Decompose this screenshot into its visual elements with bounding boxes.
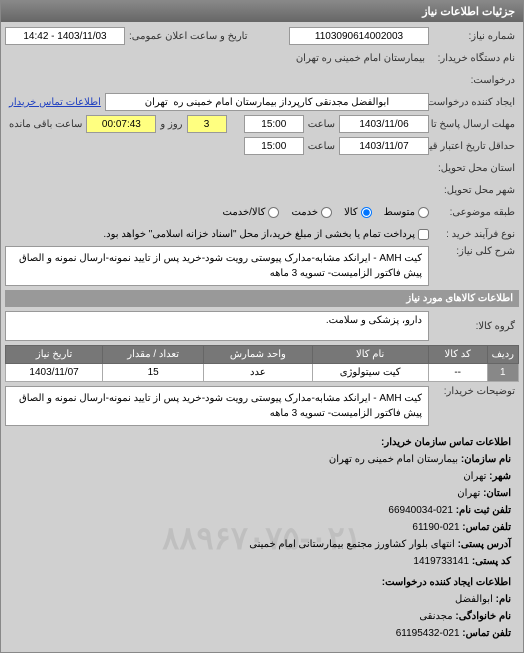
cell-idx: 1 [487, 364, 518, 382]
radio-avg[interactable]: متوسط [384, 207, 429, 218]
time-label-1: ساعت [304, 119, 339, 130]
need-number-label: شماره نیاز: [429, 31, 519, 42]
contact-phone-value: 021-61190 [412, 522, 459, 533]
delivery-state-label: استان محل تحویل: [429, 163, 519, 174]
th-date: تاریخ نیاز [6, 346, 103, 364]
name-value: ابوالفضل [455, 594, 493, 605]
surname-label: نام خانوادگی: [455, 611, 511, 622]
radio-service[interactable]: خدمت [291, 207, 332, 218]
panel-header: جزئیات اطلاعات نیاز [1, 1, 523, 22]
device-name-label: نام دستگاه خریدار: [429, 53, 519, 64]
postal-addr-label: آدرس پستی: [458, 539, 511, 550]
province-value: تهران [457, 488, 480, 499]
remain-time-field [86, 115, 156, 133]
phone-value: 021-61195432 [396, 628, 460, 639]
table-row[interactable]: 1 -- کیت سیتولوژی عدد 15 1403/11/07 [6, 364, 519, 382]
org-value: بیمارستان امام خمینی ره تهران [329, 454, 458, 465]
category-label: طبقه موضوعی: [429, 207, 519, 218]
panel-title: جزئیات اطلاعات نیاز [422, 6, 515, 18]
form-area: شماره نیاز: تاریخ و ساعت اعلان عمومی: نا… [1, 22, 523, 652]
creator-label: ایجاد کننده درخواست: [429, 97, 519, 108]
name-label: نام: [496, 594, 511, 605]
org-label: نام سازمان: [461, 454, 511, 465]
contact-section: اطلاعات تماس سازمان خریدار: نام سازمان: … [5, 428, 519, 648]
goods-section-title: اطلاعات کالاهای مورد نیاز [5, 290, 519, 307]
announce-field[interactable] [5, 27, 125, 45]
city-value: تهران [463, 471, 486, 482]
remain-suffix: ساعت باقی مانده [5, 119, 86, 130]
contact-title: اطلاعات تماس سازمان خریدار: [13, 434, 511, 451]
deadline-date-field[interactable] [339, 115, 429, 133]
process-label: نوع فرآیند خرید : [429, 229, 519, 240]
cell-code: -- [428, 364, 487, 382]
contact-link[interactable]: اطلاعات تماس خریدار [5, 97, 105, 108]
table-header-row: ردیف کد کالا نام کالا واحد شمارش تعداد /… [6, 346, 519, 364]
postal-code-value: 1419733141 [413, 556, 469, 567]
time-label-2: ساعت [304, 141, 339, 152]
details-panel: جزئیات اطلاعات نیاز شماره نیاز: تاریخ و … [0, 0, 524, 653]
cell-qty: 15 [103, 364, 204, 382]
summary-box: کیت AMH - ایرانکد مشابه-مدارک پیوستی روی… [5, 246, 429, 286]
th-unit: واحد شمارش [204, 346, 312, 364]
remain-sep: روز و [156, 119, 186, 130]
postal-addr-value: انتهای بلوار کشاورز مجتمع بیمارستانی اما… [249, 539, 454, 550]
province-label: استان: [483, 488, 511, 499]
device-name-value: بیمارستان امام خمینی ره تهران [292, 53, 429, 64]
need-number-field[interactable] [289, 27, 429, 45]
items-table: ردیف کد کالا نام کالا واحد شمارش تعداد /… [5, 345, 519, 382]
group-label: گروه کالا: [429, 321, 519, 332]
buyer-desc-box: کیت AMH - ایرانکد مشابه-مدارک پیوستی روی… [5, 386, 429, 426]
postal-code-label: کد پستی: [472, 556, 511, 567]
surname-value: مجدنقی [419, 611, 452, 622]
deadline-label: مهلت ارسال پاسخ تا تاریخ: [429, 119, 519, 130]
contact-phone-label: تلفن تماس: [462, 522, 511, 533]
radio-goods-service[interactable]: کالا/خدمت [223, 207, 280, 218]
creator-title: اطلاعات ایجاد کننده درخواست: [13, 574, 511, 591]
validity-date-field[interactable] [339, 137, 429, 155]
th-qty: تعداد / مقدار [103, 346, 204, 364]
delivery-city-label: شهر محل تحویل: [429, 185, 519, 196]
group-box: دارو، پزشکی و سلامت. [5, 311, 429, 341]
validity-time-field[interactable] [244, 137, 304, 155]
summary-label: شرح کلی نیاز: [429, 246, 519, 257]
city-label: شهر: [489, 471, 511, 482]
th-name: نام کالا [312, 346, 428, 364]
remain-days-field [187, 115, 227, 133]
cell-unit: عدد [204, 364, 312, 382]
cell-name: کیت سیتولوژی [312, 364, 428, 382]
cell-date: 1403/11/07 [6, 364, 103, 382]
phone-label: تلفن تماس: [462, 628, 511, 639]
request-label: درخواست: [429, 75, 519, 86]
validity-label: حداقل تاریخ اعتبار قیمت: تا تاریخ: [429, 141, 519, 152]
category-radios: متوسط کالا خدمت کالا/خدمت [223, 207, 429, 218]
reg-phone-label: تلفن ثبت نام: [456, 505, 511, 516]
deadline-time-field[interactable] [244, 115, 304, 133]
buyer-desc-label: توضیحات خریدار: [429, 386, 519, 397]
th-code: کد کالا [428, 346, 487, 364]
radio-goods[interactable]: کالا [344, 207, 372, 218]
announce-label: تاریخ و ساعت اعلان عمومی: [125, 31, 252, 42]
process-check[interactable]: پرداخت تمام یا بخشی از مبلغ خرید،از محل … [103, 229, 429, 240]
th-idx: ردیف [487, 346, 518, 364]
creator-field[interactable] [105, 93, 429, 111]
reg-phone-value: 021-66940034 [388, 505, 453, 516]
